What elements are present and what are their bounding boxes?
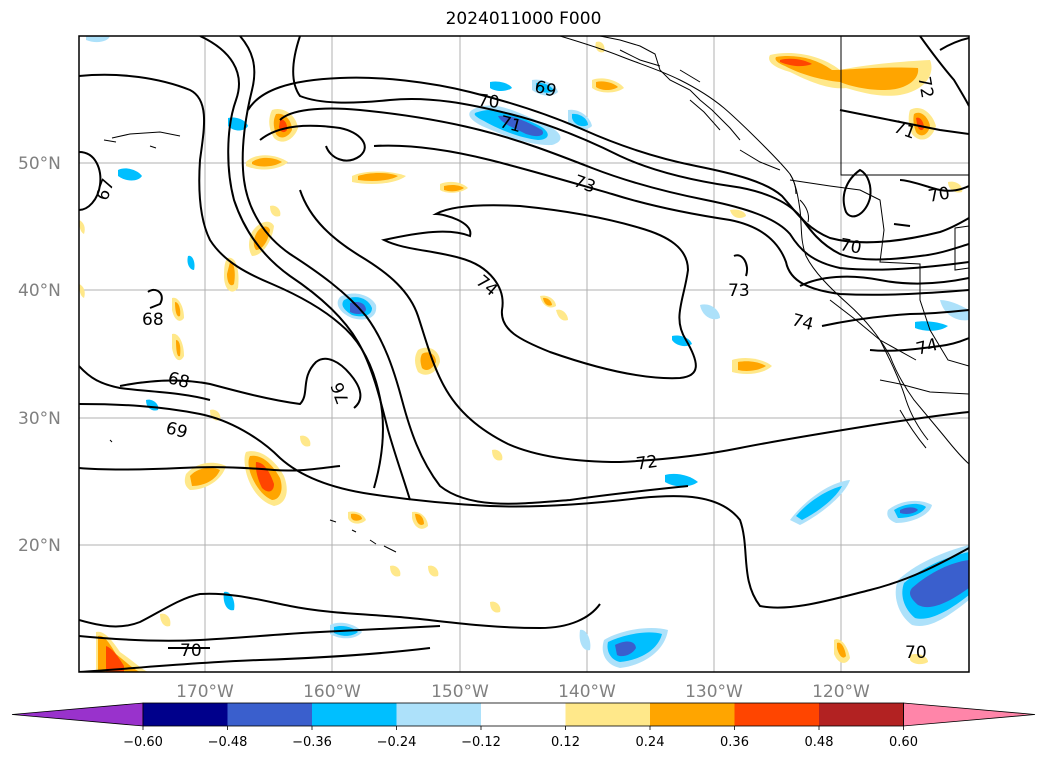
height-contours bbox=[79, 36, 969, 672]
contour-label: 70 bbox=[180, 641, 202, 661]
colorbar-tick-label: −0.48 bbox=[208, 735, 248, 750]
contour-label: 70 bbox=[838, 235, 863, 258]
colorbar-tick-label: 0.24 bbox=[636, 735, 665, 750]
colorbar-min-extension bbox=[11, 702, 144, 727]
latitude-labels: 50°N 40°N 30°N 20°N bbox=[18, 154, 61, 556]
contour-labels: 67 68 68 69 69 70 70 70 70 71 71 72 72 7… bbox=[93, 75, 952, 663]
colorbar-segment bbox=[227, 703, 312, 726]
contour-label: 70 bbox=[905, 643, 927, 663]
lat-label-40n: 40°N bbox=[18, 281, 61, 301]
lon-label-120w: 120°W bbox=[812, 682, 870, 702]
contour-label: 68 bbox=[142, 310, 164, 330]
colorbar-outline bbox=[142, 702, 904, 727]
contour-label: 70 bbox=[477, 91, 500, 113]
colorbar-segment bbox=[565, 703, 650, 726]
colorbar-segment bbox=[143, 703, 228, 726]
colorbar-segment bbox=[650, 703, 735, 726]
positive-anomaly-fills bbox=[79, 41, 963, 672]
colorbar-tick-label: −0.36 bbox=[292, 735, 332, 750]
contour-label: 72 bbox=[635, 452, 659, 475]
lat-label-30n: 30°N bbox=[18, 409, 61, 429]
colorbar: −0.60 −0.48 −0.36 −0.24 −0.12 0.12 0.24 0.36 0.4… bbox=[11, 702, 1036, 750]
lon-label-130w: 130°W bbox=[685, 682, 743, 702]
colorbar-tick-label: 0.60 bbox=[889, 735, 918, 750]
lon-label-140w: 140°W bbox=[558, 682, 616, 702]
contour-label: 73 bbox=[728, 281, 750, 301]
colorbar-tick-label: 0.36 bbox=[720, 735, 749, 750]
lon-label-150w: 150°W bbox=[431, 682, 489, 702]
colorbar-max-extension bbox=[903, 702, 1036, 727]
contour-label: 72 bbox=[913, 75, 936, 100]
colorbar-segment bbox=[481, 703, 566, 726]
colorbar-tick-label: −0.60 bbox=[123, 735, 163, 750]
colorbar-segment bbox=[819, 703, 904, 726]
colorbar-tick-label: −0.12 bbox=[461, 735, 501, 750]
colorbar-tick-label: −0.24 bbox=[377, 735, 417, 750]
colorbar-tick-label: 0.48 bbox=[805, 735, 834, 750]
contour-label: 70 bbox=[927, 183, 952, 206]
longitude-labels: 170°W 160°W 150°W 140°W 130°W 120°W bbox=[176, 682, 870, 702]
negative-anomaly-fills bbox=[86, 36, 969, 668]
map-title: 2024011000 F000 bbox=[445, 9, 602, 29]
colorbar-segment bbox=[734, 703, 819, 726]
coastlines bbox=[103, 36, 969, 553]
colorbar-segment bbox=[312, 703, 397, 726]
lon-label-170w: 170°W bbox=[176, 682, 234, 702]
colorbar-segment bbox=[396, 703, 481, 726]
lat-label-50n: 50°N bbox=[18, 154, 61, 174]
lat-label-20n: 20°N bbox=[18, 536, 61, 556]
colorbar-tick-label: 0.12 bbox=[551, 735, 580, 750]
map-frame bbox=[78, 35, 970, 673]
lon-label-160w: 160°W bbox=[303, 682, 361, 702]
